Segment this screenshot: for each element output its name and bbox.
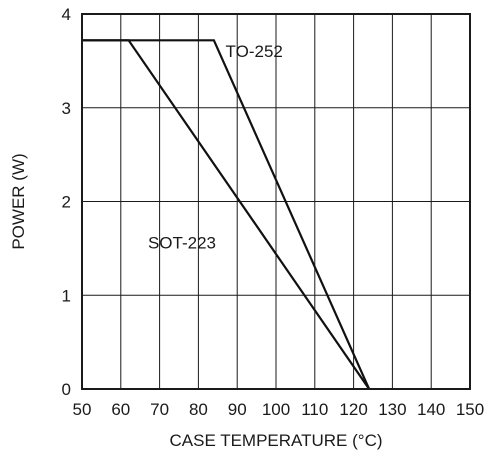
series-line-sot-223 bbox=[82, 39, 371, 390]
plot-frame bbox=[81, 13, 471, 390]
x-tick-label: 80 bbox=[189, 400, 208, 419]
x-tick-labels: 50 60 70 80 90 100 110 120 130 140 150 bbox=[73, 400, 485, 419]
x-tick-label: 100 bbox=[262, 400, 290, 419]
series-labels: TO-252 SOT-223 bbox=[148, 42, 283, 252]
grid bbox=[82, 14, 470, 389]
x-tick-label: 120 bbox=[339, 400, 367, 419]
x-tick-label: 150 bbox=[456, 400, 484, 419]
series-line-to-252 bbox=[82, 39, 371, 390]
series-label-sot-223: SOT-223 bbox=[148, 233, 216, 252]
x-tick-label: 130 bbox=[378, 400, 406, 419]
x-tick-label: 70 bbox=[150, 400, 169, 419]
y-tick-label: 2 bbox=[62, 193, 71, 212]
x-tick-label: 110 bbox=[301, 400, 328, 419]
x-tick-label: 140 bbox=[417, 400, 445, 419]
y-tick-label: 4 bbox=[62, 5, 71, 24]
y-tick-labels: 0 1 2 3 4 bbox=[62, 5, 71, 399]
series-label-to-252: TO-252 bbox=[226, 42, 283, 61]
y-axis-title: POWER (W) bbox=[9, 153, 28, 249]
x-tick-label: 60 bbox=[111, 400, 130, 419]
x-axis-title: CASE TEMPERATURE (°C) bbox=[169, 431, 382, 450]
x-tick-label: 50 bbox=[73, 400, 92, 419]
x-tick-label: 90 bbox=[228, 400, 247, 419]
y-tick-label: 0 bbox=[62, 380, 71, 399]
y-tick-label: 1 bbox=[62, 286, 71, 305]
y-tick-label: 3 bbox=[62, 99, 71, 118]
series-lines bbox=[82, 39, 371, 390]
